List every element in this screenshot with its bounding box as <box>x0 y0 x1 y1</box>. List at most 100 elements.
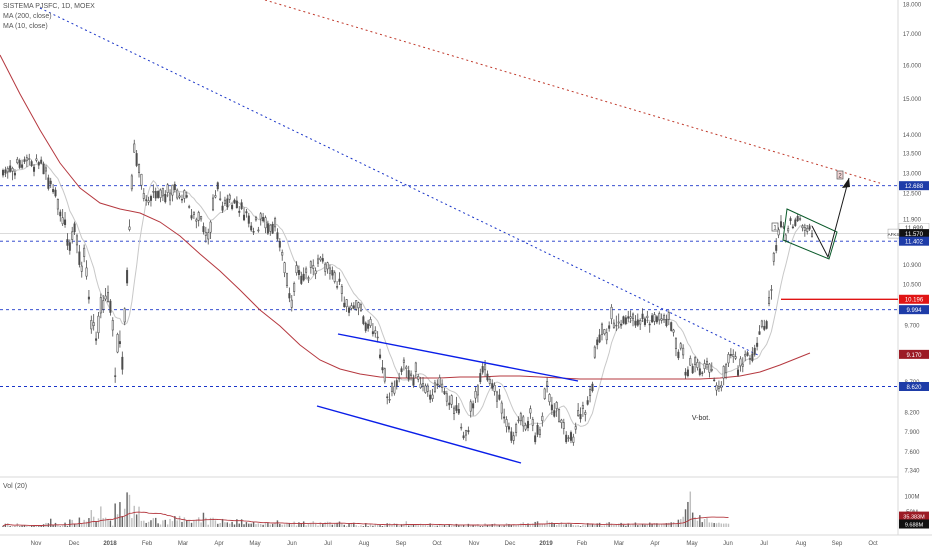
candle <box>536 422 539 438</box>
volume-bar <box>529 524 532 527</box>
volume-bar <box>498 524 501 527</box>
candle-body <box>760 320 763 328</box>
candle-body <box>145 199 148 201</box>
candle <box>106 285 110 303</box>
candle <box>61 209 64 227</box>
volume-bar <box>162 520 164 527</box>
candle-body <box>791 226 794 229</box>
candle-body <box>13 172 16 176</box>
time-tick-label: Oct <box>432 541 442 547</box>
volume-bar <box>319 522 322 527</box>
volume-bar <box>221 518 224 527</box>
candle-body <box>536 424 539 435</box>
candle <box>305 266 308 279</box>
candle <box>589 385 592 403</box>
volume-bar <box>90 510 93 527</box>
volume-bar <box>69 519 71 527</box>
volume-bar <box>104 517 107 527</box>
candle <box>95 331 98 345</box>
candle-body <box>789 218 792 222</box>
candle <box>85 260 88 280</box>
price-tick-label: 12.500 <box>903 192 922 198</box>
volume-bar <box>207 524 209 527</box>
candle-body <box>531 419 534 426</box>
candle-body <box>359 304 362 311</box>
price-tick-label: 14.000 <box>903 133 922 139</box>
candle-body <box>190 215 193 219</box>
candle <box>83 244 86 263</box>
candle <box>355 300 358 311</box>
volume-bar <box>718 522 720 527</box>
volume-bar <box>532 523 534 527</box>
volume-bar <box>584 525 587 527</box>
volume-bar <box>479 526 481 527</box>
candle <box>419 376 422 389</box>
candle-body <box>698 368 701 375</box>
candle-body <box>338 278 341 282</box>
candle-body <box>219 198 222 201</box>
candle <box>438 374 441 388</box>
time-tick-label: Nov <box>469 541 480 547</box>
candle <box>467 426 470 435</box>
candle <box>421 376 425 392</box>
candle-body <box>340 286 343 294</box>
candle-body <box>703 363 706 370</box>
candle-body <box>464 430 467 436</box>
candle-body <box>97 315 100 334</box>
candle-body <box>515 424 518 433</box>
candle <box>658 311 661 325</box>
candle-body <box>756 342 759 347</box>
volume-last-tag-value: 9.688M <box>905 522 924 528</box>
candle <box>123 307 126 326</box>
candle <box>612 319 615 329</box>
candle <box>734 351 737 361</box>
volume-bar <box>656 523 658 527</box>
candle <box>488 376 491 386</box>
candle <box>610 304 613 325</box>
candle-body <box>350 305 353 309</box>
volume-bar <box>393 523 396 527</box>
candle <box>348 305 351 317</box>
candle-body <box>16 158 19 164</box>
candle <box>321 253 324 264</box>
candle <box>75 233 78 254</box>
volume-bar <box>2 525 4 527</box>
candle-body <box>610 306 613 320</box>
volume-bar <box>38 526 40 527</box>
candle-body <box>512 435 515 441</box>
candle-body <box>639 320 642 325</box>
candle-body <box>567 437 570 439</box>
candle <box>534 432 537 445</box>
candle-body <box>627 316 630 319</box>
candle <box>519 411 522 426</box>
candle-body <box>297 270 300 275</box>
candle-body <box>405 366 408 370</box>
symbol-title[interactable]: SISTEMA PJSFC, 1D, MOEX <box>3 3 95 10</box>
candle-body <box>412 377 415 386</box>
candle-body <box>300 275 303 284</box>
candle <box>510 427 513 444</box>
candle <box>376 331 379 343</box>
candle-body <box>66 239 69 246</box>
ma200-legend[interactable]: MA (200, close) <box>3 13 52 20</box>
candle <box>417 373 420 383</box>
candle-body <box>243 214 246 221</box>
volume-bar <box>548 522 551 527</box>
candle <box>130 173 133 192</box>
candle <box>608 321 611 332</box>
volume-legend[interactable]: Vol (20) <box>3 483 28 490</box>
candle <box>758 325 761 335</box>
candle-body <box>737 369 740 376</box>
candle <box>159 188 162 203</box>
price-tick-label: 10.900 <box>903 263 922 269</box>
candle <box>663 313 666 324</box>
candle-body <box>395 380 398 387</box>
candle <box>708 362 711 378</box>
candle-body <box>44 167 47 172</box>
ma10-legend[interactable]: MA (10, close) <box>3 23 48 30</box>
price-tick-label: 16.000 <box>903 63 922 69</box>
candle <box>78 244 81 268</box>
volume-bar <box>85 521 88 527</box>
candle-body <box>562 422 565 429</box>
